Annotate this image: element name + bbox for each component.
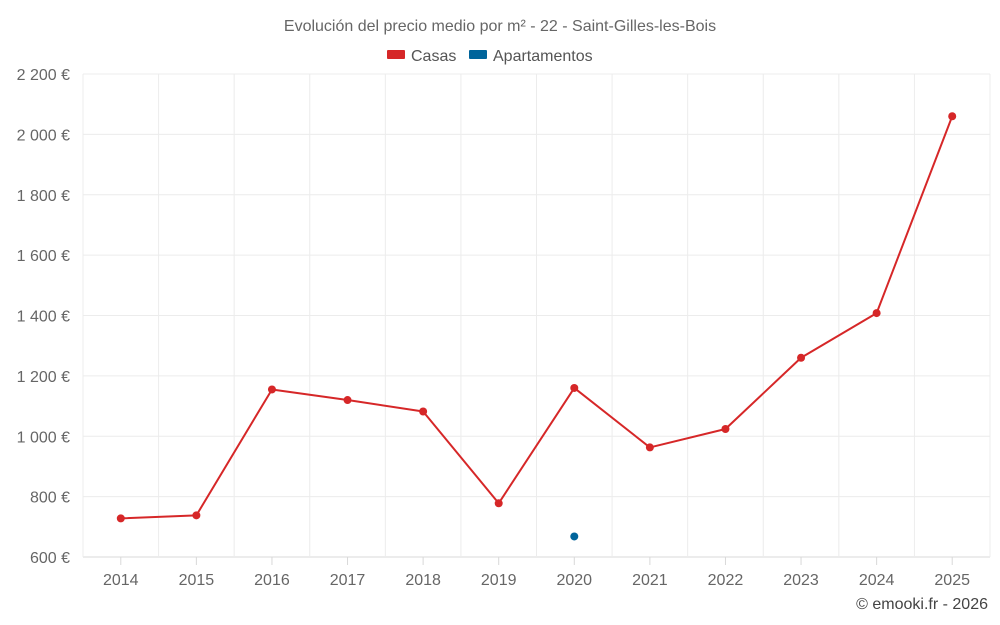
x-tick-label: 2022 xyxy=(708,572,744,589)
x-tick-label: 2020 xyxy=(556,572,592,589)
data-point-casas[interactable] xyxy=(948,112,957,121)
x-tick-label: 2016 xyxy=(254,572,290,589)
x-tick-label: 2015 xyxy=(179,572,215,589)
x-tick-label: 2025 xyxy=(934,572,970,589)
series-line-casas xyxy=(120,115,954,520)
x-tick-label: 2014 xyxy=(103,572,139,589)
data-point-casas[interactable] xyxy=(570,383,579,392)
x-tick-label: 2018 xyxy=(405,572,441,589)
x-tick-label: 2021 xyxy=(632,572,668,589)
legend-swatch-casas xyxy=(387,50,405,59)
y-tick-label: 1 400 € xyxy=(17,309,70,326)
data-point-casas[interactable] xyxy=(645,443,654,452)
legend-swatch-apartamentos xyxy=(469,50,487,59)
data-point-casas[interactable] xyxy=(721,425,730,434)
y-axis-ticks: 600 € 800 € 1 000 € 1 200 € 1 400 € 1 600 € 1 … xyxy=(17,67,70,567)
chart-title: Evolución del precio medio por m² - 22 -… xyxy=(284,18,716,35)
y-tick-label: 1 000 € xyxy=(17,429,70,446)
data-point-casas[interactable] xyxy=(419,407,428,416)
x-axis-ticks: 2014 2015 2016 2017 2018 2019 2020 2021 2022 2023… xyxy=(103,557,970,589)
y-tick-label: 800 € xyxy=(30,490,70,507)
y-tick-label: 2 200 € xyxy=(17,67,70,84)
gridlines xyxy=(82,73,991,558)
y-tick-label: 600 € xyxy=(30,550,70,567)
data-point-casas[interactable] xyxy=(267,385,276,394)
data-point-casas[interactable] xyxy=(343,396,352,405)
series-layer xyxy=(116,112,957,541)
x-tick-label: 2023 xyxy=(783,572,819,589)
x-tick-label: 2019 xyxy=(481,572,517,589)
y-tick-label: 1 800 € xyxy=(17,188,70,205)
y-tick-label: 1 200 € xyxy=(17,369,70,386)
data-point-apartamentos[interactable] xyxy=(570,532,579,541)
y-tick-label: 1 600 € xyxy=(17,248,70,265)
x-tick-label: 2024 xyxy=(859,572,895,589)
data-point-casas[interactable] xyxy=(797,353,806,362)
data-point-casas[interactable] xyxy=(192,511,201,520)
x-tick-label: 2017 xyxy=(330,572,366,589)
legend: Casas Apartamentos xyxy=(387,48,593,65)
y-tick-label: 2 000 € xyxy=(17,127,70,144)
legend-label-apartamentos[interactable]: Apartamentos xyxy=(493,48,593,65)
data-point-casas[interactable] xyxy=(494,499,503,508)
data-point-casas[interactable] xyxy=(872,309,881,318)
credit-text: © emooki.fr - 2026 xyxy=(856,596,988,613)
legend-label-casas[interactable]: Casas xyxy=(411,48,456,65)
data-point-casas[interactable] xyxy=(116,514,125,523)
